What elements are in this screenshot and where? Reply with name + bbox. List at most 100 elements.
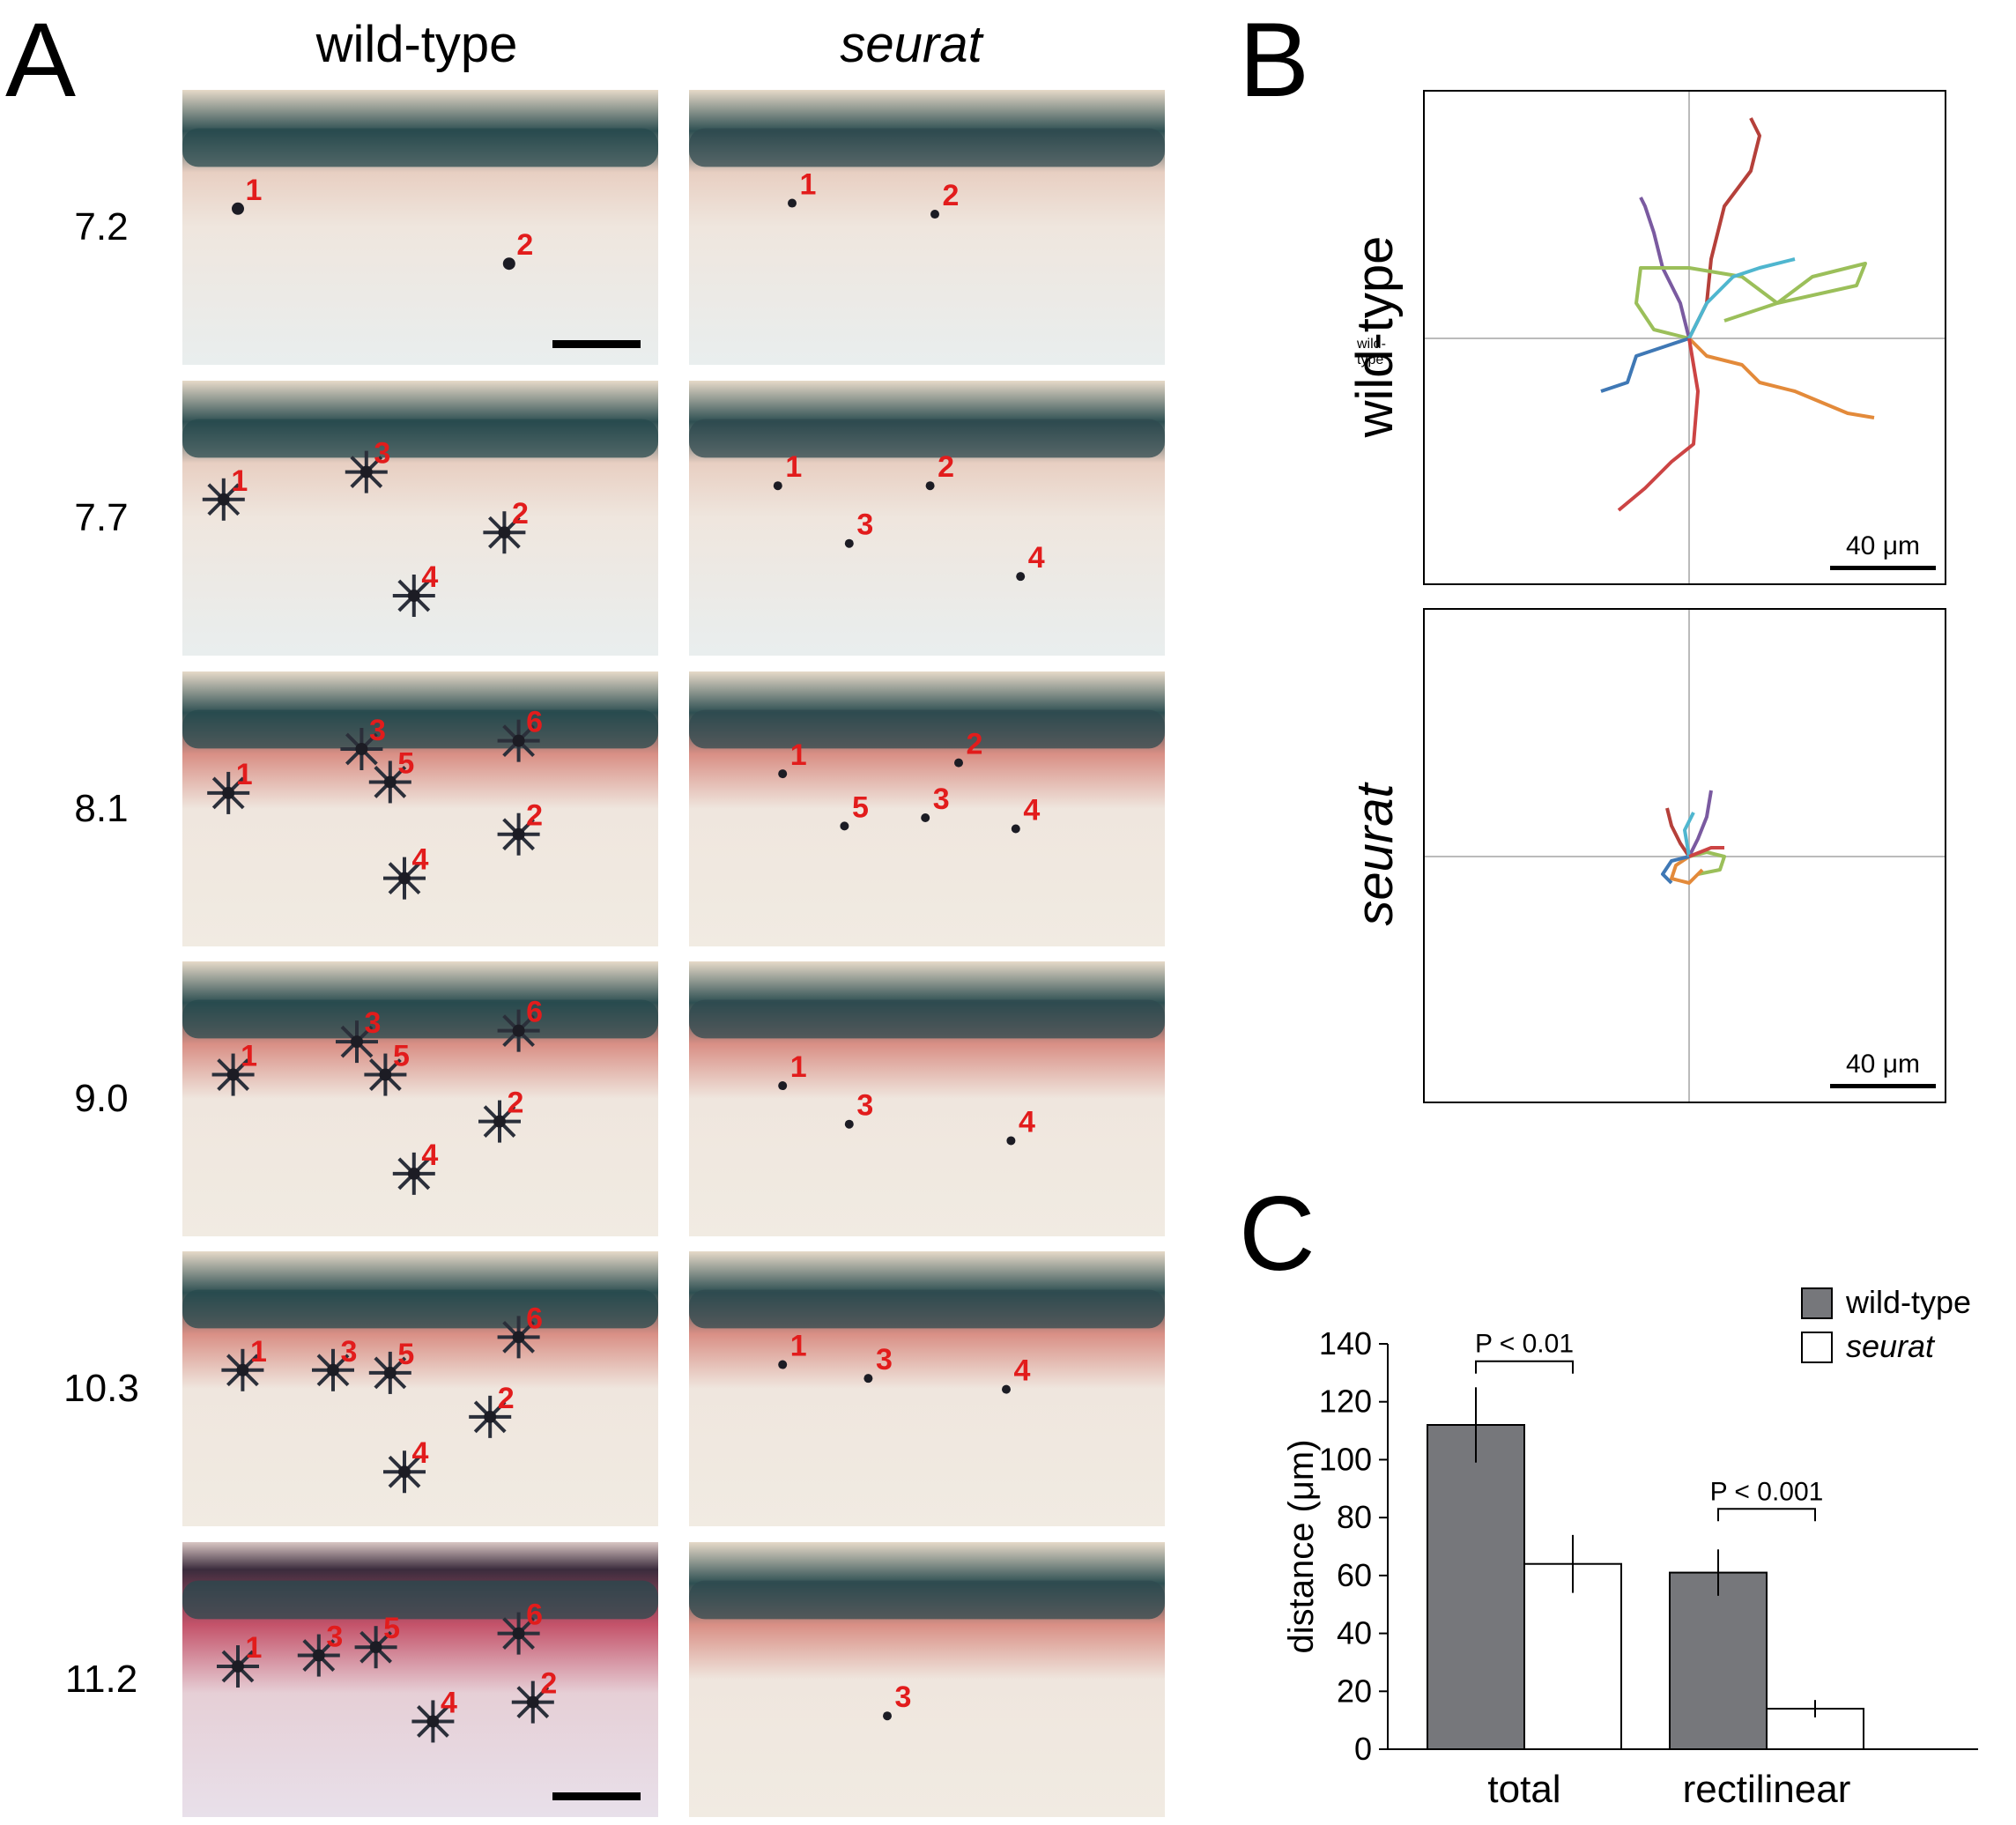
row-label-0: 7.2 <box>74 205 129 249</box>
cell-label: 1 <box>246 1631 263 1665</box>
cell-label: 3 <box>374 437 390 471</box>
cell-track <box>1687 257 1796 339</box>
cell-label: 2 <box>516 228 533 262</box>
cell-label: 4 <box>1019 1105 1035 1139</box>
category-label-total: total <box>1487 1768 1560 1811</box>
cell-label: 3 <box>856 508 873 542</box>
cell-track <box>1687 790 1713 857</box>
cell-label: 5 <box>397 746 414 780</box>
cell-label: 2 <box>498 1382 515 1415</box>
cell-label: 3 <box>876 1343 893 1376</box>
cell-track <box>1639 197 1691 339</box>
scale-bar-label: 40 μm <box>1846 1050 1920 1079</box>
cell-label: 1 <box>790 738 807 772</box>
cell-label: 4 <box>1028 541 1045 575</box>
cell-label: 2 <box>508 1087 524 1120</box>
scale-bar <box>552 340 641 348</box>
row-label-1: 7.7 <box>74 496 129 539</box>
panel-letter-a: A <box>5 1 77 119</box>
significance-label: P < 0.001 <box>1710 1477 1824 1506</box>
y-tick-label: 100 <box>1319 1441 1372 1477</box>
track-row-labels: wild-type seurat <box>1346 236 1404 926</box>
legend-label: wild-type <box>1845 1284 1971 1320</box>
wild-type-micrograph-5: 1 3 5 6 4 2 <box>182 1542 658 1817</box>
track-svg-wild-type: 40 μm <box>1425 92 1945 583</box>
cell-label: 3 <box>369 714 386 747</box>
bar-seurat-total <box>1523 1562 1622 1751</box>
cell-label: 1 <box>241 1040 257 1073</box>
cell-label: 3 <box>895 1680 912 1714</box>
cell-label: 2 <box>540 1667 557 1701</box>
cell-label: 4 <box>1023 793 1040 827</box>
cell-label: 5 <box>852 790 869 824</box>
cell-label: 4 <box>412 1436 429 1470</box>
seurat-micrograph-1: 1 2 3 4 <box>689 381 1165 656</box>
cell-track <box>1600 337 1690 393</box>
cell-label: 6 <box>526 996 543 1029</box>
bar-wild-type-total <box>1427 1424 1525 1750</box>
y-tick-label: 40 <box>1337 1615 1372 1651</box>
row-label-5: 11.2 <box>64 1658 138 1701</box>
cell-label: 3 <box>365 1006 382 1040</box>
cell-label: 4 <box>421 1139 438 1172</box>
cell-label: 1 <box>246 174 263 207</box>
row-label-4: 10.3 <box>63 1367 139 1410</box>
cell-label: 3 <box>933 783 950 816</box>
cell-label: 2 <box>526 799 543 833</box>
cell-label: 4 <box>412 843 429 877</box>
cell-label: 1 <box>785 450 802 484</box>
cell-label: 1 <box>790 1330 807 1363</box>
cell-track <box>1617 338 1700 512</box>
bar-wild-type-rectilinear <box>1669 1571 1768 1751</box>
distance-bar-chart: 0 20 40 60 80 100 120 140 distance (μm) total rect… <box>1282 1284 1978 1811</box>
cell-label: 2 <box>943 179 960 212</box>
cell-label: 5 <box>383 1612 400 1645</box>
cell-label: 1 <box>231 464 248 498</box>
panel-letter-b: B <box>1239 1 1310 119</box>
cell-track <box>1688 846 1724 858</box>
cell-label: 4 <box>1014 1354 1031 1388</box>
row-label-2: 8.1 <box>74 787 129 830</box>
cell-label: 1 <box>800 168 817 202</box>
y-tick-label: 80 <box>1337 1499 1372 1535</box>
wild-type-micrograph-1: 1 3 2 4 <box>182 381 658 656</box>
y-tick-label: 60 <box>1337 1557 1372 1593</box>
seurat-micrograph-4: 1 3 4 <box>689 1251 1165 1526</box>
track-row-label-wild-type: wild-type <box>1346 236 1404 439</box>
column-header-wild-type: wild-type <box>315 16 518 73</box>
wild-type-micrograph-3: 3 6 5 1 2 4 <box>182 961 658 1236</box>
cell-label: 4 <box>441 1686 457 1719</box>
cell-label: 5 <box>397 1338 414 1371</box>
cell-label: 1 <box>250 1335 267 1369</box>
track-row-label-seurat: seurat <box>1346 782 1404 926</box>
category-label-rectilinear: rectilinear <box>1683 1768 1851 1811</box>
legend-label: seurat <box>1846 1328 1936 1364</box>
y-tick-label: 120 <box>1319 1384 1372 1420</box>
significance-label: P < 0.01 <box>1475 1330 1574 1359</box>
track-svg-seurat: 40 μm <box>1425 610 1945 1102</box>
y-tick-label: 20 <box>1337 1673 1372 1709</box>
cell-track <box>1670 855 1704 885</box>
y-tick-label: 140 <box>1319 1325 1372 1361</box>
cell-label: 2 <box>938 450 954 484</box>
scale-bar-label: 40 μm <box>1846 531 1920 560</box>
cell-track <box>1683 812 1695 857</box>
legend-swatch <box>1801 1287 1833 1319</box>
row-label-3: 9.0 <box>74 1077 129 1120</box>
cell-label: 2 <box>967 728 983 761</box>
column-header-seurat: seurat <box>840 16 982 73</box>
legend-swatch <box>1801 1332 1833 1363</box>
cell-label: 2 <box>512 497 529 530</box>
cell-label: 6 <box>526 706 543 739</box>
wild-type-micrograph-2: 3 6 5 1 2 4 <box>182 671 658 946</box>
y-tick-label: 0 <box>1354 1731 1372 1767</box>
y-axis-label: distance (μm) <box>1282 1439 1321 1653</box>
cell-track <box>1634 262 1867 340</box>
seurat-micrograph-5: 3 <box>689 1542 1165 1817</box>
cell-label: 1 <box>236 758 253 791</box>
cell-label: 6 <box>526 1599 543 1632</box>
scale-bar <box>552 1792 641 1800</box>
seurat-micrograph-3: 1 3 4 <box>689 961 1165 1236</box>
wild-type-micrograph-4: 6 1 3 5 2 4 <box>182 1251 658 1526</box>
